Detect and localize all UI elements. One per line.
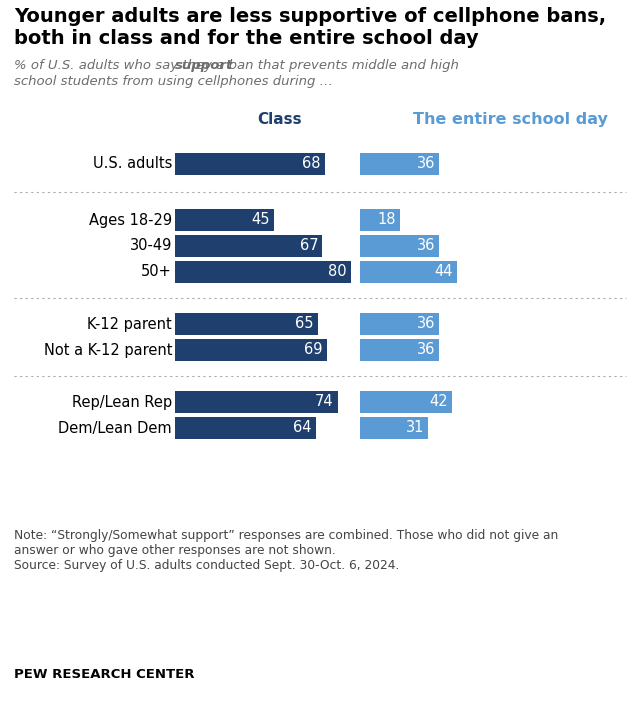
Text: 80: 80 xyxy=(328,264,347,279)
Bar xyxy=(360,417,428,439)
Bar xyxy=(175,391,338,413)
Text: 42: 42 xyxy=(430,395,449,409)
Text: 65: 65 xyxy=(296,317,314,332)
Text: % of U.S. adults who say they: % of U.S. adults who say they xyxy=(14,59,216,72)
Text: 36: 36 xyxy=(417,238,435,254)
Text: 67: 67 xyxy=(300,238,319,254)
Text: 36: 36 xyxy=(417,342,435,358)
Text: Not a K-12 parent: Not a K-12 parent xyxy=(44,342,172,358)
Text: 50+: 50+ xyxy=(141,264,172,279)
Text: 64: 64 xyxy=(293,421,312,436)
Bar xyxy=(175,235,323,257)
Bar xyxy=(360,209,399,231)
Bar xyxy=(175,339,327,361)
Bar xyxy=(175,209,274,231)
Text: Class: Class xyxy=(258,112,302,127)
Text: K-12 parent: K-12 parent xyxy=(87,317,172,332)
Bar xyxy=(175,417,316,439)
Text: 68: 68 xyxy=(302,156,321,172)
Text: 45: 45 xyxy=(252,213,270,228)
Bar xyxy=(360,313,439,335)
Text: 36: 36 xyxy=(417,317,435,332)
Text: 18: 18 xyxy=(377,213,396,228)
Text: 31: 31 xyxy=(406,421,424,436)
Text: Note: “Strongly/Somewhat support” responses are combined. Those who did not give: Note: “Strongly/Somewhat support” respon… xyxy=(14,529,558,572)
Text: 44: 44 xyxy=(435,264,453,279)
Bar xyxy=(360,339,439,361)
Text: school students from using cellphones during …: school students from using cellphones du… xyxy=(14,75,333,88)
Text: 30-49: 30-49 xyxy=(130,238,172,254)
Text: 36: 36 xyxy=(417,156,435,172)
Text: Dem/Lean Dem: Dem/Lean Dem xyxy=(58,421,172,436)
Text: a ban that prevents middle and high: a ban that prevents middle and high xyxy=(212,59,459,72)
Text: 69: 69 xyxy=(304,342,323,358)
Bar xyxy=(360,261,457,283)
Text: U.S. adults: U.S. adults xyxy=(93,156,172,172)
Text: The entire school day: The entire school day xyxy=(413,112,607,127)
Text: PEW RESEARCH CENTER: PEW RESEARCH CENTER xyxy=(14,668,195,681)
Bar xyxy=(360,235,439,257)
Bar xyxy=(175,313,318,335)
Bar xyxy=(175,261,351,283)
Text: support: support xyxy=(175,59,233,72)
Text: both in class and for the entire school day: both in class and for the entire school … xyxy=(14,29,479,48)
Bar xyxy=(360,391,452,413)
Bar xyxy=(175,153,324,175)
Text: Ages 18-29: Ages 18-29 xyxy=(89,213,172,228)
Text: Rep/Lean Rep: Rep/Lean Rep xyxy=(72,395,172,409)
Text: 74: 74 xyxy=(315,395,334,409)
Bar xyxy=(360,153,439,175)
Text: Younger adults are less supportive of cellphone bans,: Younger adults are less supportive of ce… xyxy=(14,7,606,26)
